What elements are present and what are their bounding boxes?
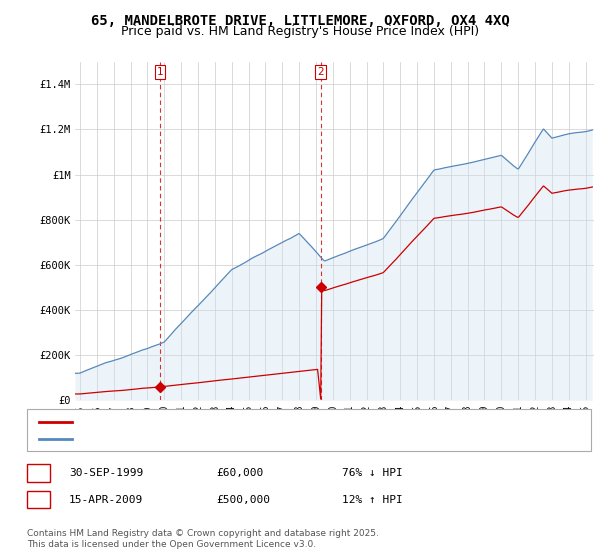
Text: HPI: Average price, detached house, Oxford: HPI: Average price, detached house, Oxfo… [78,434,330,444]
Text: Contains HM Land Registry data © Crown copyright and database right 2025.
This d: Contains HM Land Registry data © Crown c… [27,529,379,549]
Text: £500,000: £500,000 [216,494,270,505]
Text: 12% ↑ HPI: 12% ↑ HPI [342,494,403,505]
Text: 30-SEP-1999: 30-SEP-1999 [69,468,143,478]
Text: £60,000: £60,000 [216,468,263,478]
Text: 15-APR-2009: 15-APR-2009 [69,494,143,505]
Text: 1: 1 [157,67,163,77]
Text: 2: 2 [317,67,324,77]
Text: 65, MANDELBROTE DRIVE, LITTLEMORE, OXFORD, OX4 4XQ: 65, MANDELBROTE DRIVE, LITTLEMORE, OXFOR… [91,14,509,28]
Text: 2: 2 [35,494,42,505]
Text: 76% ↓ HPI: 76% ↓ HPI [342,468,403,478]
Text: 65, MANDELBROTE DRIVE, LITTLEMORE, OXFORD, OX4 4XQ (detached house): 65, MANDELBROTE DRIVE, LITTLEMORE, OXFOR… [78,417,480,427]
Text: Price paid vs. HM Land Registry's House Price Index (HPI): Price paid vs. HM Land Registry's House … [121,25,479,38]
Text: 1: 1 [35,468,42,478]
